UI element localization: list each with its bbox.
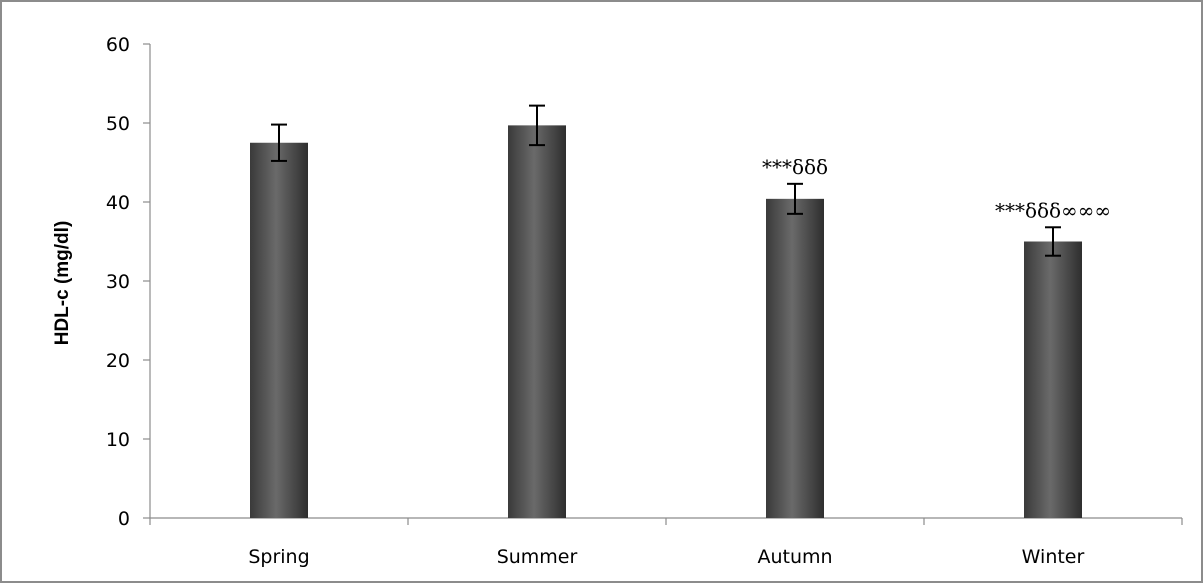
- y-tick-label: 50: [106, 113, 130, 135]
- y-tick-label: 10: [106, 429, 130, 451]
- x-tick-label: Summer: [497, 546, 578, 568]
- x-tick-label: Spring: [248, 546, 309, 568]
- significance-annotation: ***δδδ: [762, 155, 828, 179]
- y-tick-label: 40: [106, 192, 130, 214]
- significance-annotation: ***δδδ∞∞∞: [995, 198, 1111, 222]
- y-tick-label: 60: [106, 34, 130, 56]
- y-axis-label: HDL-c (mg/dl): [52, 221, 73, 346]
- bar-spring: [250, 142, 308, 518]
- bar-autumn: [766, 198, 824, 518]
- x-tick-label: Winter: [1022, 546, 1085, 568]
- x-tick-label: Autumn: [757, 546, 832, 568]
- y-tick-label: 20: [106, 350, 130, 372]
- y-tick-label: 0: [118, 508, 130, 530]
- y-tick-label: 30: [106, 271, 130, 293]
- bar-summer: [508, 125, 566, 519]
- bar-winter: [1024, 241, 1082, 518]
